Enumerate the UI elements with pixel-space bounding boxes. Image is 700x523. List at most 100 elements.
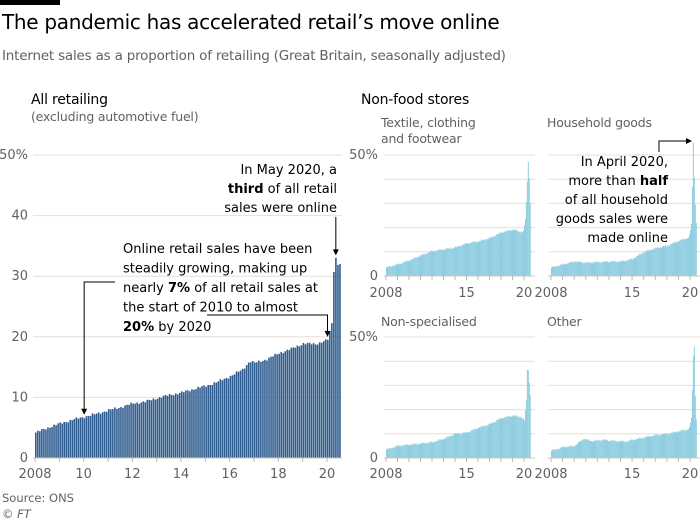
bar [509,415,511,458]
bar [524,225,525,276]
bar [511,230,513,276]
bar [552,450,554,458]
bar [496,234,498,276]
bar [140,402,143,458]
bar [691,187,693,276]
bar [642,438,644,458]
bar [75,417,78,458]
bar [421,254,423,276]
bar [663,434,665,458]
x-tick-label: 2008 [369,467,402,482]
bar [489,423,491,458]
bar [615,261,617,276]
bar [620,440,622,458]
bar [484,426,486,458]
bar [603,262,605,276]
y-tick-label: 0 [20,451,28,466]
bar [162,395,165,458]
bar [426,253,428,276]
bar [666,246,668,276]
annotation-text: steadily growing, making up [123,262,307,277]
bar [465,242,467,276]
bar [640,437,642,458]
annotation-line: Online retail sales have been [123,242,312,257]
bar [478,427,480,458]
bar [639,438,641,458]
annotation-text: In April 2020, [581,155,668,170]
bar [686,237,688,276]
bar [437,250,439,276]
bar [658,435,660,458]
bar [47,427,49,458]
bar [460,245,462,276]
bar [574,446,576,458]
bar [498,233,500,276]
bar [489,237,491,276]
arrow-right-icon [686,138,692,144]
bar [643,251,645,276]
bar [667,433,669,458]
bar [677,432,679,458]
bar [688,237,690,276]
bar [496,420,498,458]
bar [49,427,51,458]
bar [327,339,329,458]
bar [594,440,596,458]
bar [120,407,122,458]
bar [391,447,393,458]
bar [481,426,483,458]
bar [485,425,487,458]
bar [227,378,230,458]
annotation-text: sales were online [224,201,337,216]
bar [524,410,526,458]
bar [254,362,256,458]
bar [219,379,222,458]
bar [386,449,387,458]
bar [628,440,630,458]
bar [529,203,531,276]
bar [624,442,626,458]
bar [513,230,515,276]
bar [136,402,138,458]
bar [635,438,637,458]
bar [495,236,497,276]
bar [688,429,690,458]
bar [209,384,211,458]
annotation-bold: third [228,182,264,197]
bar [566,447,568,458]
bar [455,432,456,458]
bar [683,429,685,458]
chart-title: The pandemic has accelerated retail’s mo… [2,10,500,34]
bar [144,402,147,458]
bar [427,253,429,276]
bar [553,265,555,276]
bar [664,245,666,276]
bar [397,263,399,276]
x-tick-label: 2008 [534,286,567,301]
bar [452,434,454,458]
bar [469,432,471,458]
bar [557,266,559,276]
bar [689,427,691,458]
bar [154,399,157,458]
bar [270,356,272,458]
y-tick-label: 0 [370,269,378,284]
bar [647,250,649,276]
bar [498,419,500,458]
bar [527,370,529,458]
x-tick-label: 16 [221,467,238,482]
bar [631,439,633,458]
annotation-line: goods sales were [556,212,668,227]
y-tick-label: 40 [11,209,28,224]
bar [290,347,293,458]
bar [508,416,510,458]
bar [614,260,616,276]
annotation-may-2020: In May 2020, a third of all retail sales w… [224,163,337,216]
bar [645,437,647,458]
bar [562,446,564,458]
bar [595,262,597,276]
bar [457,246,459,276]
bar [172,395,175,458]
bar [620,260,622,276]
bar [235,371,238,458]
